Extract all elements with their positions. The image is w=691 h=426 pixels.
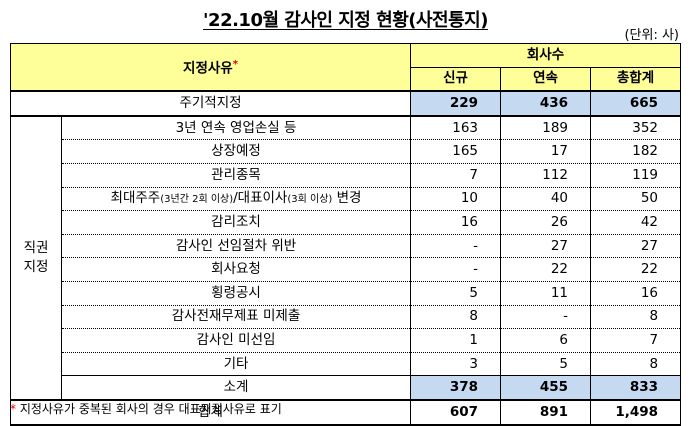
row-total: 8 bbox=[590, 304, 682, 330]
row-cont: 22 bbox=[500, 257, 592, 282]
subtotal-total: 833 bbox=[590, 375, 682, 401]
table-row: 감사전재무제표 미제출 8 - 8 bbox=[11, 304, 682, 330]
grand-total-label: 합계 bbox=[9, 398, 412, 426]
header-row-2: 신규 연속 총합계 bbox=[11, 66, 682, 92]
table-row: 직권 지정 3년 연속 영업손실 등 163 189 352 bbox=[10, 114, 682, 401]
row-new: 7 bbox=[410, 162, 502, 188]
row-label: 감리조치 bbox=[60, 210, 412, 235]
unit-label: (단위: 사) bbox=[624, 28, 679, 43]
row-new: 163 bbox=[410, 114, 502, 141]
row-cont: 26 bbox=[500, 210, 592, 235]
subtotal-row: 소계 378 455 833 bbox=[11, 375, 682, 401]
table-row: 감사인 미선임 1 6 7 bbox=[11, 328, 682, 353]
row-new: 165 bbox=[410, 139, 502, 164]
row-cont: 189 bbox=[500, 114, 592, 141]
row-cont: - bbox=[500, 304, 592, 330]
designation-table: 지정사유* 회사수 신규 연속 총합계 주기적지정 229 436 665 직권… bbox=[9, 43, 682, 426]
row-label: 관리종목 bbox=[60, 162, 412, 188]
page-title: '22.10월 감사인 지정 현황(사전통지) bbox=[203, 10, 488, 31]
table-row: 관리종목 7 112 119 bbox=[11, 162, 682, 188]
subtotal-new: 378 bbox=[410, 375, 502, 401]
row-total: 16 bbox=[590, 280, 682, 306]
header-reason: 지정사유* bbox=[9, 43, 412, 92]
row-total: 119 bbox=[590, 162, 682, 188]
table-row: 기타 3 5 8 bbox=[11, 351, 682, 377]
table-row: 상장예정 165 17 182 bbox=[11, 139, 682, 164]
row-total: 27 bbox=[590, 233, 682, 259]
row-total: 50 bbox=[590, 186, 682, 212]
periodic-cont: 436 bbox=[500, 90, 592, 117]
row-total: 7 bbox=[590, 328, 682, 353]
row-label: 감사전재무제표 미제출 bbox=[60, 304, 412, 330]
table-row: 횡령공시 5 11 16 bbox=[11, 280, 682, 306]
table-row: 감리조치 16 26 42 bbox=[11, 210, 682, 235]
table-row: 회사요청 - 22 22 bbox=[11, 257, 682, 282]
periodic-label: 주기적지정 bbox=[9, 90, 412, 117]
row-new: 3 bbox=[410, 351, 502, 377]
row-label: 기타 bbox=[60, 351, 412, 377]
header-row-1: 지정사유* 회사수 bbox=[9, 43, 682, 92]
footnote: * 지정사유가 중복된 회사의 경우 대표지정사유로 표기 bbox=[10, 402, 282, 416]
row-label: 감사인 선임절차 위반 bbox=[60, 233, 412, 259]
row-total: 352 bbox=[590, 114, 682, 141]
row-label: 상장예정 bbox=[60, 139, 412, 164]
row-new: 5 bbox=[410, 280, 502, 306]
row-new: 1 bbox=[410, 328, 502, 353]
subtotal-label: 소계 bbox=[60, 375, 412, 401]
row-label: 감사인 미선임 bbox=[60, 328, 412, 353]
header-new: 신규 bbox=[410, 66, 502, 92]
row-cont: 5 bbox=[500, 351, 592, 377]
row-new: 16 bbox=[410, 210, 502, 235]
row-new: 10 bbox=[410, 186, 502, 212]
subtotal-cont: 455 bbox=[500, 375, 592, 401]
periodic-row: 주기적지정 229 436 665 bbox=[9, 90, 682, 117]
row-new: - bbox=[410, 257, 502, 282]
grand-total-total: 1,498 bbox=[590, 398, 682, 426]
row-total: 22 bbox=[590, 257, 682, 282]
row-cont: 112 bbox=[500, 162, 592, 188]
row-cont: 6 bbox=[500, 328, 592, 353]
grand-total-cont: 891 bbox=[500, 398, 592, 426]
row-cont: 40 bbox=[500, 186, 592, 212]
direct-designation-label: 직권 지정 bbox=[10, 114, 62, 401]
row-cont: 27 bbox=[500, 233, 592, 259]
header-total: 총합계 bbox=[590, 66, 682, 92]
row-total: 8 bbox=[590, 351, 682, 377]
periodic-total: 665 bbox=[590, 90, 682, 117]
periodic-new: 229 bbox=[410, 90, 502, 117]
row-label: 최대주주(3년간 2회 이상)/대표이사(3회 이상) 변경 bbox=[60, 186, 412, 212]
header-cont: 연속 bbox=[500, 66, 592, 92]
row-cont: 17 bbox=[500, 139, 592, 164]
row-label: 횡령공시 bbox=[60, 280, 412, 306]
row-total: 182 bbox=[590, 139, 682, 164]
grand-total-row: 합계 607 891 1,498 bbox=[9, 398, 682, 426]
row-total: 42 bbox=[590, 210, 682, 235]
row-label: 회사요청 bbox=[60, 257, 412, 282]
grand-total-new: 607 bbox=[410, 398, 502, 426]
header-company-count: 회사수 bbox=[410, 43, 682, 68]
row-label: 3년 연속 영업손실 등 bbox=[60, 114, 412, 141]
table-row: 최대주주(3년간 2회 이상)/대표이사(3회 이상) 변경 10 40 50 bbox=[11, 186, 682, 212]
table-row: 감사인 선임절차 위반 - 27 27 bbox=[11, 233, 682, 259]
row-new: - bbox=[410, 233, 502, 259]
row-new: 8 bbox=[410, 304, 502, 330]
row-cont: 11 bbox=[500, 280, 592, 306]
